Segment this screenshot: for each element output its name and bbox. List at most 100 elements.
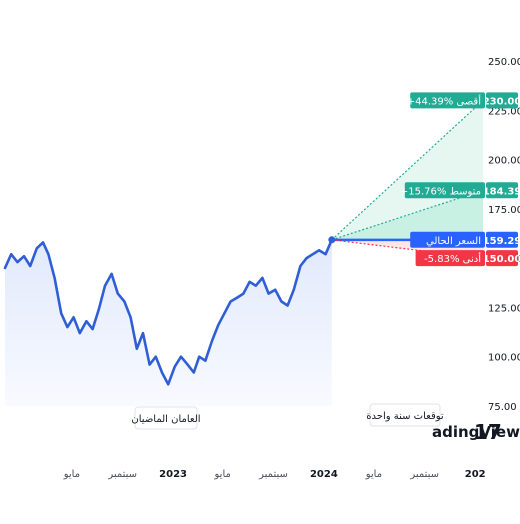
- y-tick-label: 175.00: [488, 205, 520, 216]
- history-point: [248, 281, 251, 283]
- history-point: [261, 277, 264, 279]
- forecast-average-value: 184.39: [483, 186, 520, 197]
- history-point: [299, 265, 302, 267]
- forecast-current-label: السعر الحالي: [426, 236, 481, 247]
- history-point: [242, 292, 245, 295]
- past-period-label: العامان الماضيان: [131, 414, 200, 425]
- history-point: [104, 284, 106, 287]
- history-point: [211, 340, 213, 342]
- forecast-max-cone: [331, 100, 483, 240]
- forecast-badges: 230.00+44.39% أقصى 184.39+15.76% متوسط 159…: [400, 92, 520, 267]
- history-point: [174, 365, 176, 368]
- history-point: [286, 304, 289, 307]
- forecast-current-value: 159.29: [483, 236, 520, 247]
- forecast-average-label-box: [404, 182, 485, 199]
- history-point: [198, 355, 200, 358]
- history-point: [142, 332, 144, 334]
- history-point: [110, 273, 113, 275]
- history-point: [155, 355, 157, 358]
- y-tick-label: 125.00: [488, 303, 520, 314]
- forecast-min-line: [331, 239, 484, 259]
- history-point: [255, 284, 257, 287]
- forecast-average-line: [331, 189, 484, 241]
- history-point: [136, 348, 138, 350]
- x-tick-label: 2023: [159, 469, 187, 480]
- forecast-min-value: 150.00: [483, 254, 520, 265]
- history-point: [98, 308, 100, 311]
- history-area: [5, 239, 332, 406]
- forecast-min-label: -5.83% أدنى: [424, 252, 481, 265]
- forecast-max-label: +44.39% أقصى: [407, 94, 481, 107]
- x-tick-label: مايو: [63, 469, 80, 480]
- last-price-marker: [328, 236, 336, 244]
- forecast-average-cone: [331, 190, 483, 240]
- forecast-max-value: 230.00: [483, 96, 520, 107]
- history-point: [229, 300, 232, 303]
- history-point: [223, 312, 226, 315]
- y-tick-label: 100.00: [488, 353, 520, 364]
- history-point: [91, 328, 94, 330]
- history-point: [72, 316, 75, 319]
- history-point: [10, 253, 12, 255]
- history-point: [123, 300, 126, 303]
- future-period-label-box: [369, 403, 441, 427]
- y-tick-label: 225.00: [488, 106, 520, 117]
- x-tick-label: 202: [465, 469, 486, 480]
- history-point: [280, 300, 283, 303]
- history-series: [3, 236, 336, 386]
- history-point: [129, 316, 132, 319]
- y-tick-label: 250.00: [488, 57, 520, 68]
- x-tick-label: سبتمبر: [107, 469, 137, 480]
- y-tick-label: 75.00: [488, 402, 517, 413]
- future-period-label: توقعات سنة واحدة: [366, 411, 444, 422]
- x-axis: مايو سبتمبر 2023 مايو سبتمبر 2024 مايو سبتمبر 20…: [63, 469, 486, 480]
- history-point: [53, 277, 56, 279]
- history-point: [23, 255, 25, 257]
- forecast-current-value-box: [486, 231, 518, 248]
- x-tick-label: مايو: [365, 469, 382, 480]
- history-point: [79, 332, 81, 334]
- history-point: [186, 363, 189, 366]
- history-point: [66, 326, 69, 328]
- history-point: [318, 249, 320, 252]
- tradingview-watermark: adingView 17: [432, 420, 520, 444]
- x-tick-label: مايو: [214, 469, 231, 480]
- history-point: [324, 253, 327, 255]
- history-point: [167, 383, 169, 386]
- history-point: [47, 253, 50, 255]
- forecast-average-value-box: [486, 182, 518, 199]
- history-point: [60, 312, 62, 315]
- history-point: [293, 288, 295, 291]
- y-tick-label: 200.00: [488, 156, 520, 167]
- history-point: [267, 292, 270, 295]
- history-point: [4, 267, 6, 269]
- x-tick-label: 2024: [310, 469, 338, 480]
- history-point: [36, 247, 38, 250]
- history-point: [204, 359, 207, 362]
- history-area-fill: [5, 239, 332, 406]
- forecast-max-value-box: [486, 92, 518, 109]
- history-point: [117, 292, 119, 295]
- history-point: [161, 371, 163, 374]
- forecast-max-label-box: [410, 92, 485, 109]
- history-point: [193, 371, 195, 374]
- history-point: [217, 324, 219, 327]
- history-point: [305, 257, 308, 259]
- history-point: [85, 320, 88, 323]
- forecast-current-label-box: [410, 231, 485, 248]
- forecast-min-value-box: [486, 250, 518, 267]
- forecast-min-label-box: [415, 250, 485, 267]
- history-point: [29, 265, 32, 267]
- x-tick-label: سبتمبر: [258, 469, 288, 480]
- history-point: [148, 363, 151, 366]
- history-point: [180, 355, 182, 358]
- x-tick-label: سبتمبر: [409, 469, 439, 480]
- history-point: [42, 241, 44, 244]
- history-point: [312, 253, 314, 255]
- watermark-text: adingView: [432, 423, 520, 441]
- history-point: [274, 288, 277, 291]
- annotations: العامان الماضيان توقعات سنة واحدة: [131, 403, 444, 430]
- tradingview-logo-icon: 17: [474, 420, 502, 444]
